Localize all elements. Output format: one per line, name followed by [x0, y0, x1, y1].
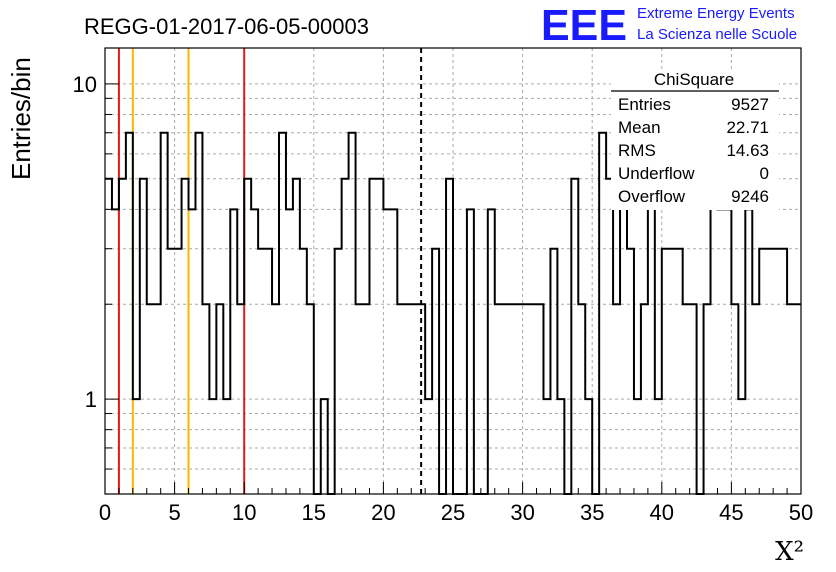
x-tick-label: 35: [580, 500, 604, 525]
stats-value-underflow: 0: [760, 164, 769, 183]
y-axis-label: Entries/bin: [6, 57, 36, 180]
stats-value-rms: 14.63: [726, 141, 769, 160]
x-tick-label: 15: [302, 500, 326, 525]
x-tick-label: 45: [719, 500, 743, 525]
x-tick-label: 20: [371, 500, 395, 525]
y-tick-label: 1: [85, 387, 97, 412]
stats-label-entries: Entries: [618, 95, 671, 114]
x-tick-label: 10: [232, 500, 256, 525]
eee-logo: EEE Extreme Energy Events La Scienza nel…: [541, 1, 797, 50]
x-tick-label: 5: [168, 500, 180, 525]
stats-value-entries: 9527: [731, 95, 769, 114]
x-tick-label: 50: [789, 500, 813, 525]
x-axis-label: X²: [775, 537, 804, 567]
logo-mark: EEE: [541, 1, 627, 50]
stats-title: ChiSquare: [654, 70, 734, 89]
stats-label-overflow: Overflow: [618, 187, 686, 206]
y-axis: 1 10: [73, 72, 119, 470]
stats-value-mean: 22.71: [726, 118, 769, 137]
x-axis: 0 5 10 15 20 25 30 35 40 45 50: [99, 482, 813, 525]
stats-box: ChiSquare Entries 9527 Mean 22.71 RMS 14…: [611, 70, 779, 210]
x-tick-label: 40: [650, 500, 674, 525]
logo-line2: La Scienza nelle Scuole: [637, 26, 797, 43]
stats-value-overflow: 9246: [731, 187, 769, 206]
y-tick-label: 10: [73, 72, 97, 97]
stats-label-mean: Mean: [618, 118, 661, 137]
chart-title: REGG-01-2017-06-05-00003: [84, 14, 369, 39]
stats-label-rms: RMS: [618, 141, 656, 160]
x-tick-label: 30: [510, 500, 534, 525]
logo-line1: Extreme Energy Events: [637, 5, 795, 22]
x-tick-label: 25: [441, 500, 465, 525]
x-tick-label: 0: [99, 500, 111, 525]
stats-label-underflow: Underflow: [618, 164, 695, 183]
